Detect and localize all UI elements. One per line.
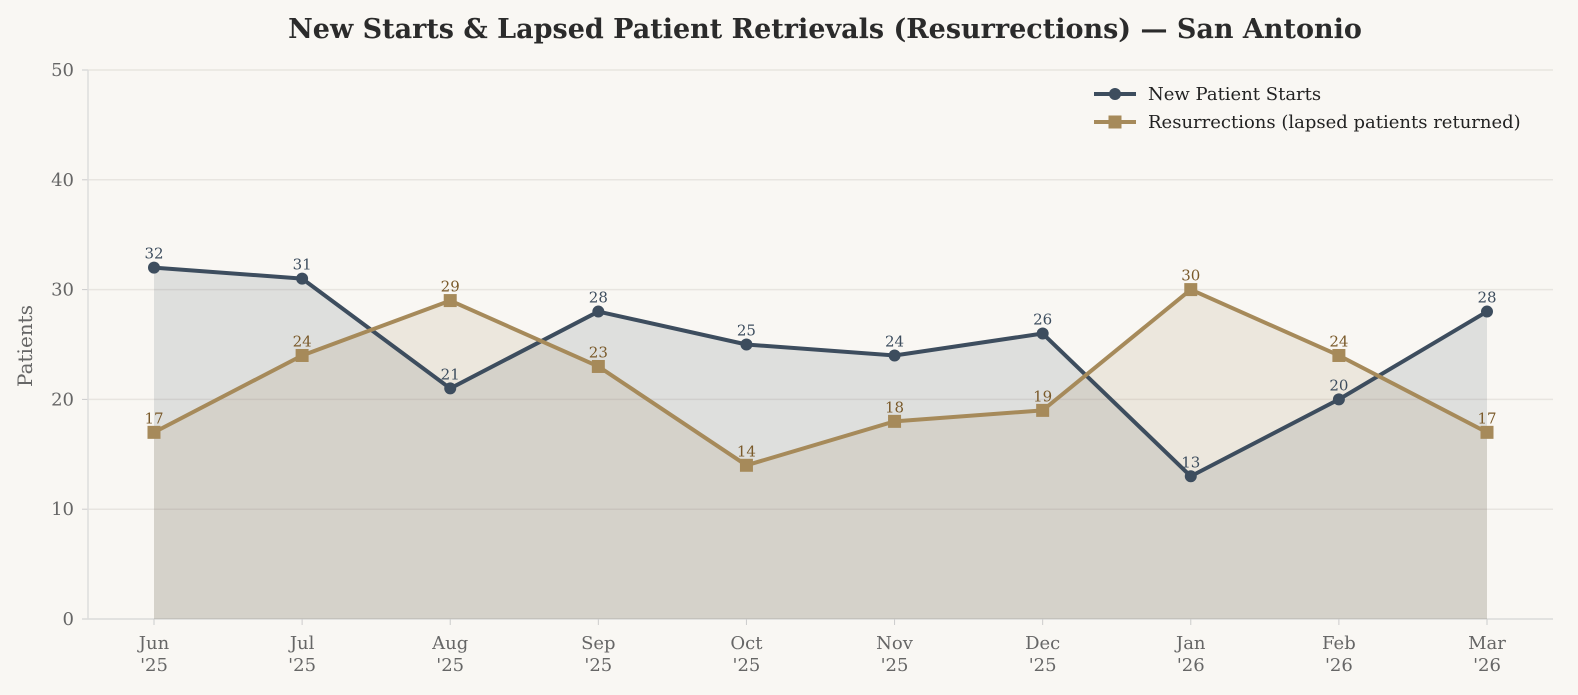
marker — [147, 425, 161, 439]
data-label: 29 — [441, 278, 460, 296]
legend-label: Resurrections (lapsed patients returned) — [1148, 112, 1521, 133]
y-tick-label: 30 — [51, 280, 74, 301]
x-tick-label: Jun '25 — [138, 633, 170, 676]
marker — [443, 294, 457, 308]
data-label: 17 — [144, 409, 163, 427]
data-label: 28 — [589, 289, 608, 307]
y-tick-label: 50 — [51, 60, 74, 81]
legend-label: New Patient Starts — [1148, 84, 1321, 105]
data-label: 25 — [737, 322, 756, 340]
data-label: 14 — [737, 442, 756, 460]
x-tick-label: Jul '25 — [288, 633, 317, 676]
data-label: 17 — [1477, 409, 1496, 427]
area-fill — [154, 289, 1487, 619]
legend-marker — [1108, 115, 1122, 129]
x-tick-label: Sep '25 — [581, 633, 616, 676]
data-label: 21 — [441, 365, 460, 383]
marker — [1332, 348, 1346, 362]
legend-marker — [1109, 88, 1121, 100]
marker — [1184, 470, 1197, 483]
marker — [1036, 403, 1050, 417]
data-label: 23 — [589, 343, 608, 361]
marker — [1184, 283, 1198, 297]
y-tick-label: 40 — [51, 170, 74, 191]
x-tick-label: Feb '26 — [1322, 633, 1356, 676]
data-label: 32 — [144, 245, 163, 263]
marker — [740, 338, 753, 351]
marker — [739, 458, 753, 472]
data-label: 28 — [1477, 289, 1496, 307]
x-tick-label: Nov '25 — [876, 633, 913, 676]
series-line — [153, 287, 1488, 468]
x-tick-label: Aug '25 — [432, 633, 469, 676]
data-label: 30 — [1181, 267, 1200, 285]
marker — [1332, 393, 1345, 406]
y-tick-label: 0 — [63, 609, 74, 630]
y-tick-label: 20 — [51, 389, 74, 410]
y-tick-label: 10 — [51, 499, 74, 520]
data-label: 26 — [1033, 311, 1052, 329]
x-tick-label: Oct '25 — [730, 633, 763, 676]
data-label: 24 — [293, 332, 312, 350]
data-label: 24 — [1329, 332, 1348, 350]
data-label: 20 — [1329, 376, 1348, 394]
x-tick-label: Dec '25 — [1025, 633, 1061, 676]
data-label: 31 — [293, 256, 312, 274]
marker — [148, 261, 160, 274]
marker — [444, 382, 457, 395]
series-line — [153, 265, 1489, 479]
x-tick-label: Jan '26 — [1175, 633, 1206, 676]
marker — [888, 349, 901, 362]
data-label: 24 — [885, 332, 904, 350]
chart-title: New Starts & Lapsed Patient Retrievals (… — [288, 14, 1362, 45]
marker — [296, 272, 309, 285]
marker — [888, 414, 902, 428]
y-axis-label: Patients — [13, 305, 37, 387]
data-label: 18 — [885, 398, 904, 416]
marker — [1480, 425, 1494, 439]
marker — [592, 305, 605, 318]
marker — [1036, 327, 1049, 340]
x-tick-label: Mar '26 — [1468, 633, 1506, 676]
marker — [295, 348, 309, 362]
marker — [591, 359, 605, 373]
marker — [1481, 305, 1493, 318]
data-label: 19 — [1033, 387, 1052, 405]
data-label: 13 — [1181, 453, 1200, 471]
